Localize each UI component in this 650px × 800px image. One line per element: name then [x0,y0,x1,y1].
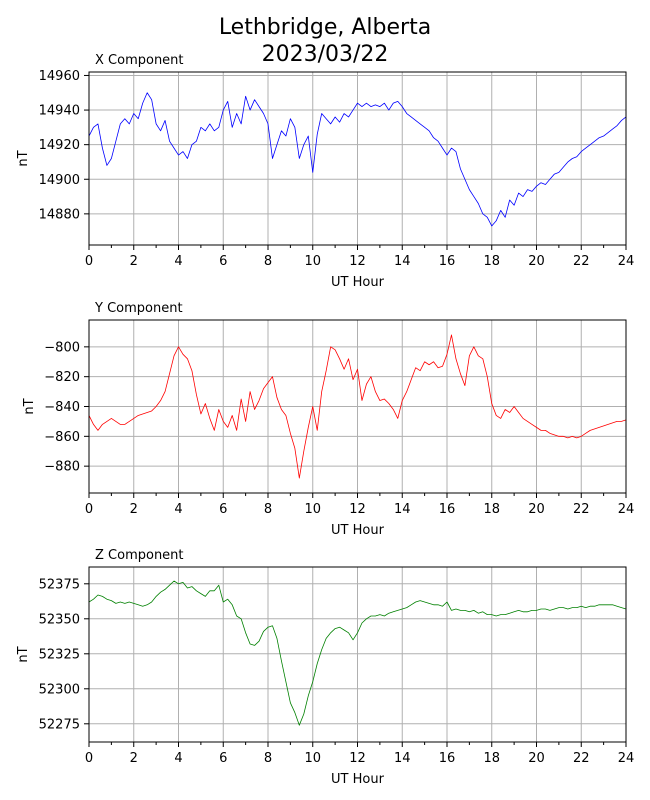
x-tick-label: 24 [618,502,635,517]
x-tick-label: 6 [219,502,227,517]
x-tick-label: 14 [394,502,411,517]
x-tick-label: 8 [264,254,272,269]
x-tick-label: 2 [130,502,138,517]
y-series-line [88,334,627,479]
x-tick-label: 8 [264,751,272,766]
x-tick-label: 18 [483,751,500,766]
y-tick-label: 52350 [39,612,80,627]
x-tick-label: 14 [394,751,411,766]
x-tick-label: 12 [349,254,366,269]
x-tick-label: 20 [528,751,545,766]
x-tick-label: 16 [439,502,456,517]
figure-title-line-1: Lethbridge, Alberta [219,15,431,40]
x-series-line [88,92,627,227]
y-tick-label: −820 [44,370,80,385]
y-tick-label: −880 [44,460,80,475]
x-tick-label: 6 [219,254,227,269]
x-tick-label: 0 [85,751,93,766]
x-tick-label: 0 [85,502,93,517]
x-tick-label: 4 [174,751,182,766]
x-tick-label: 10 [304,751,321,766]
y-tick-label: −860 [44,430,80,445]
x-tick-label: 14 [394,254,411,269]
x-tick-label: 20 [528,502,545,517]
x-tick-label: 2 [130,751,138,766]
x-tick-label: 24 [618,751,635,766]
y-tick-label: 52300 [39,682,80,697]
y-tick-label: −800 [44,340,80,355]
x-tick-label: 10 [304,254,321,269]
y-tick-label: 14920 [39,138,80,153]
y-x-axis-label: UT Hour [331,523,385,538]
x-tick-label: 16 [439,254,456,269]
y-tick-label: 14900 [39,173,80,188]
x-tick-label: 22 [573,502,590,517]
y-tick-label: 14960 [39,69,80,84]
x-tick-label: 22 [573,751,590,766]
x-tick-label: 16 [439,751,456,766]
x-tick-label: 18 [483,254,500,269]
y-tick-label: −840 [44,400,80,415]
x-tick-label: 22 [573,254,590,269]
x-tick-label: 8 [264,502,272,517]
x-tick-label: 24 [618,254,635,269]
y-tick-label: 52275 [39,717,80,732]
x-tick-label: 4 [174,502,182,517]
x-tick-label: 20 [528,254,545,269]
x-tick-label: 0 [85,254,93,269]
x-tick-label: 2 [130,254,138,269]
y-y-axis-label: nT [22,398,37,414]
x-tick-label: 4 [174,254,182,269]
y-panel-title: Y Component [94,301,183,316]
x-tick-label: 12 [349,502,366,517]
z-panel-title: Z Component [95,548,184,563]
x-tick-label: 12 [349,751,366,766]
z-y-axis-label: nT [16,646,31,662]
x-y-axis-label: nT [16,150,31,166]
figure-title-line-2: 2023/03/22 [262,42,389,67]
y-tick-label: 14940 [39,104,80,119]
x-tick-label: 18 [483,502,500,517]
x-panel-title: X Component [95,53,184,68]
y-tick-label: 14880 [39,207,80,222]
x-tick-label: 6 [219,751,227,766]
z-series-line [88,580,627,726]
x-x-axis-label: UT Hour [331,275,385,290]
y-tick-label: 52375 [39,577,80,592]
x-tick-label: 10 [304,502,321,517]
z-x-axis-label: UT Hour [331,772,385,787]
y-tick-label: 52325 [39,647,80,662]
